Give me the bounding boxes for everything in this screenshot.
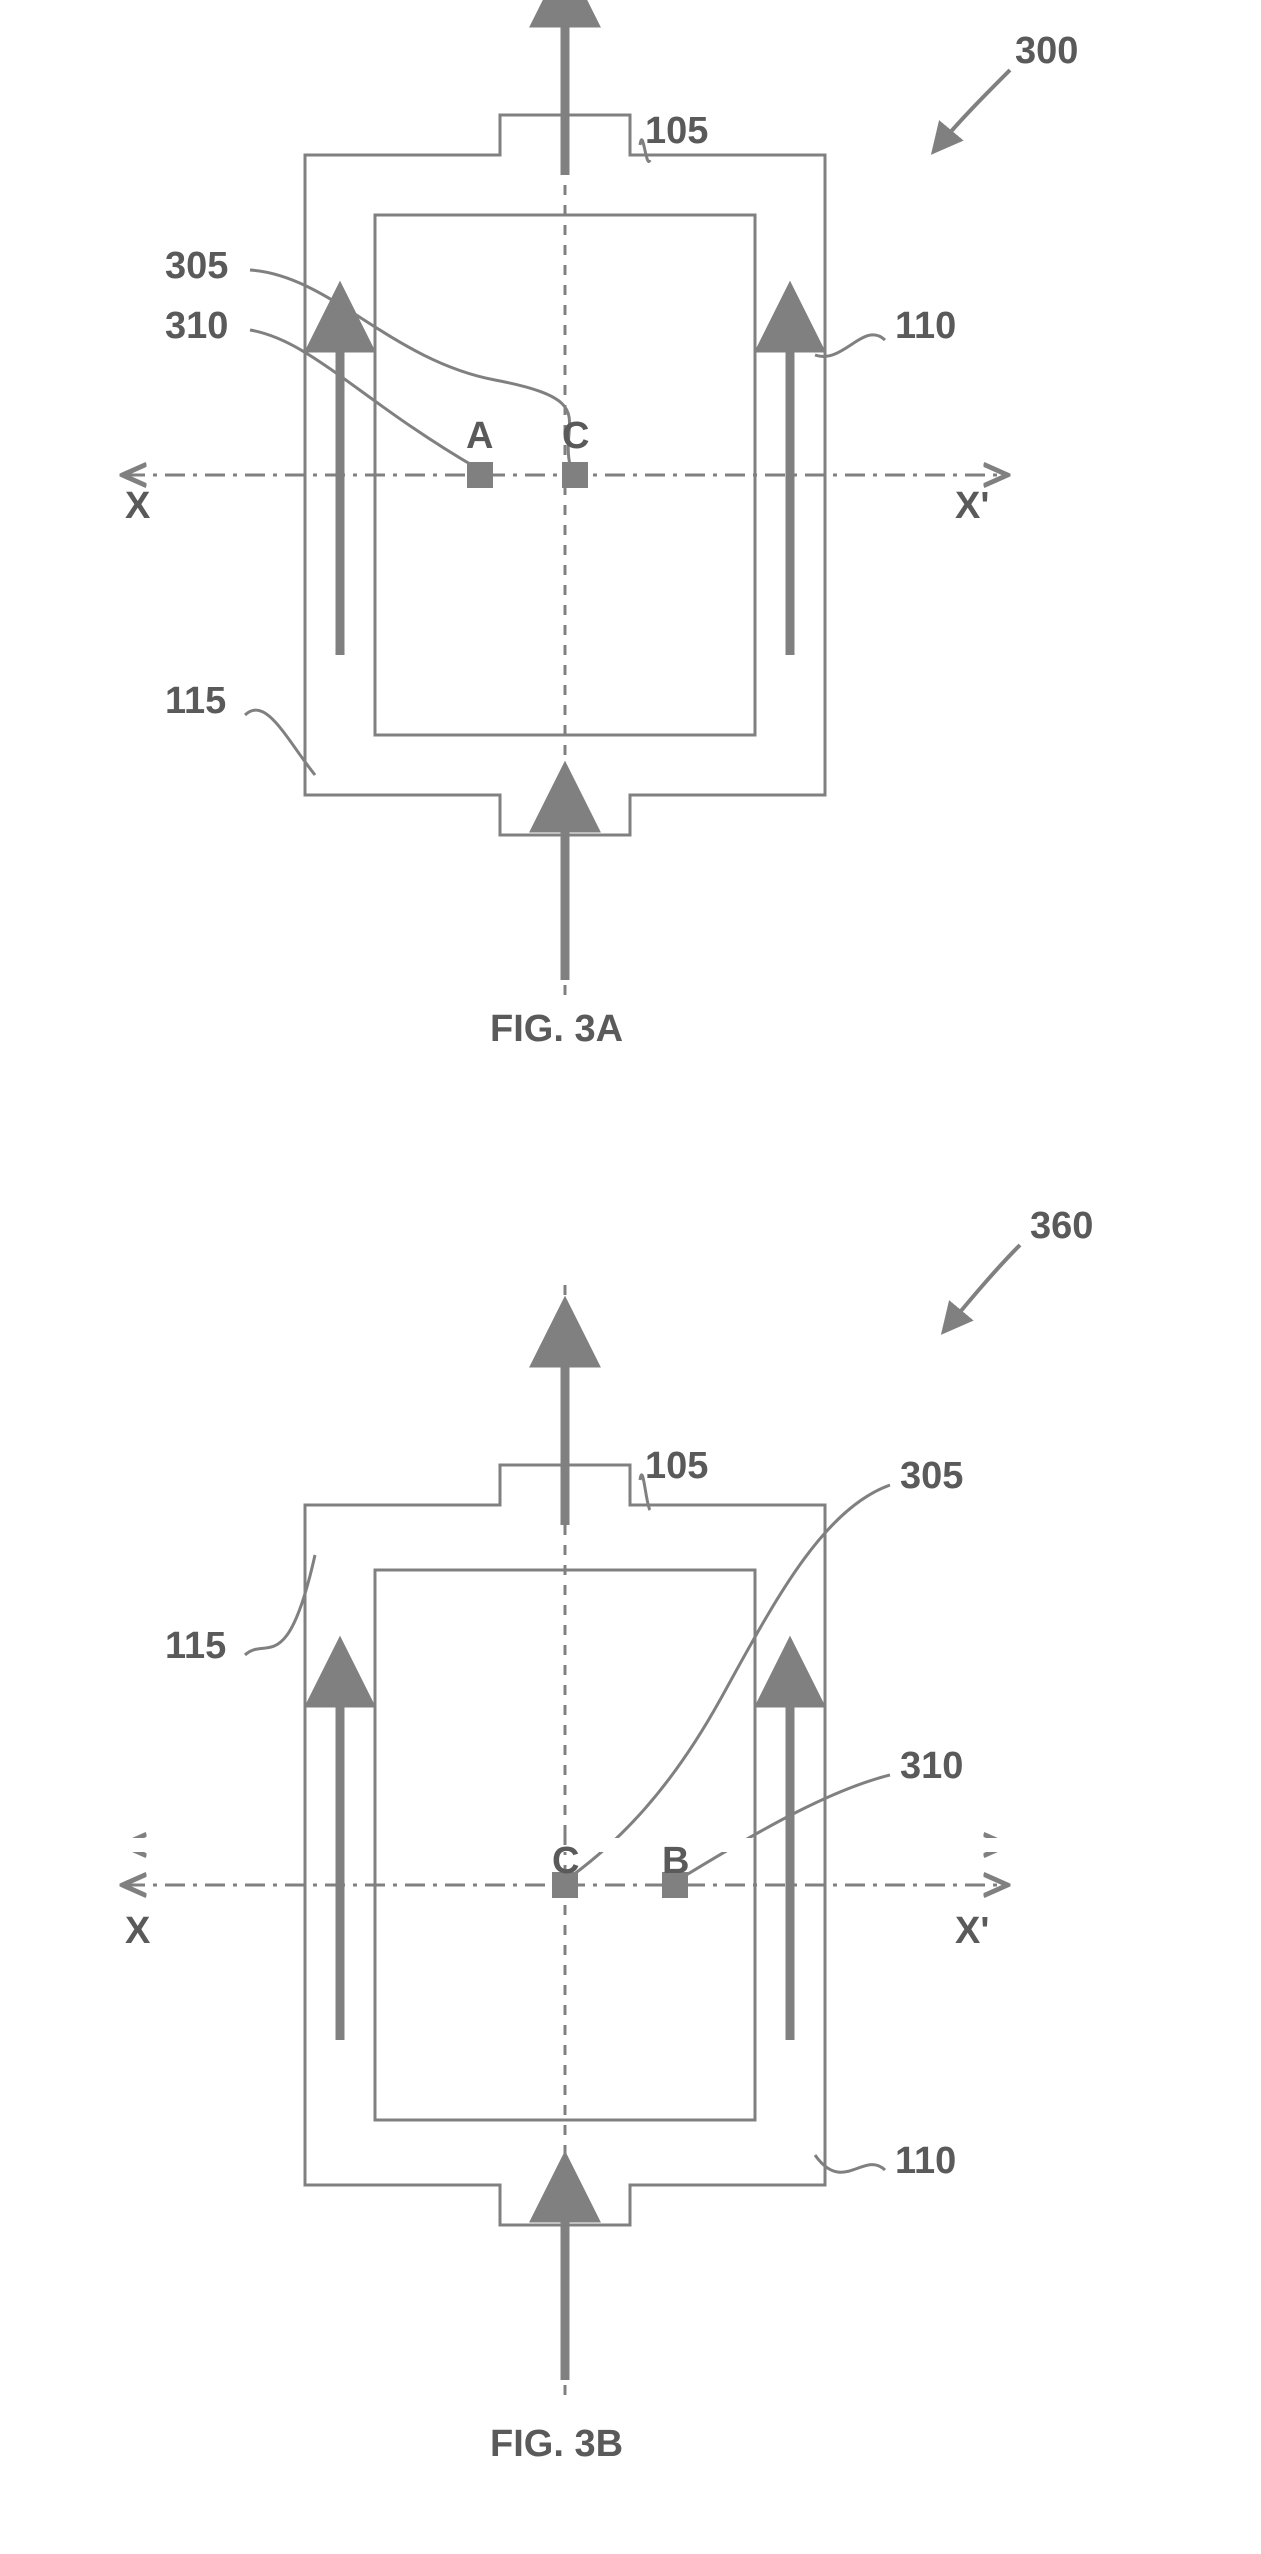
figA-inner-ref: 110 <box>895 305 956 348</box>
figB-caption: FIG. 3B <box>490 2423 623 2466</box>
diagram-svg <box>0 0 1261 2554</box>
figA-outer-ref: 105 <box>645 110 708 153</box>
figB-axis-right: X' <box>955 1910 989 1953</box>
figB-top-left-ref: 115 <box>165 1625 226 1668</box>
fig-3b <box>113 1245 1020 2405</box>
page: 300 105 110 115 310 305 X X' A C FIG. 3A… <box>0 0 1261 2554</box>
figA-center-ref: 305 <box>165 245 228 288</box>
figA-bottom-left-ref: 115 <box>165 680 226 723</box>
figB-axis-left: X <box>125 1910 150 1953</box>
figB-point-C: C <box>552 1840 579 1883</box>
figA-sensor-ref: 310 <box>165 305 228 348</box>
figB-ref-label: 360 <box>1030 1205 1093 1248</box>
figA-axis-right: X' <box>955 485 989 528</box>
figB-center-ref: 305 <box>900 1455 963 1498</box>
figA-axis-left: X <box>125 485 150 528</box>
figB-outer-ref: 105 <box>645 1445 708 1488</box>
figA-ref-label: 300 <box>1015 30 1078 73</box>
figB-sensor-ref: 310 <box>900 1745 963 1788</box>
figA-caption: FIG. 3A <box>490 1008 623 1051</box>
figB-inner-ref: 110 <box>895 2140 956 2183</box>
figB-point-B: B <box>662 1840 689 1883</box>
figA-point-C: C <box>562 415 589 458</box>
fig-3a <box>125 0 1010 1005</box>
figA-point-A: A <box>466 415 493 458</box>
